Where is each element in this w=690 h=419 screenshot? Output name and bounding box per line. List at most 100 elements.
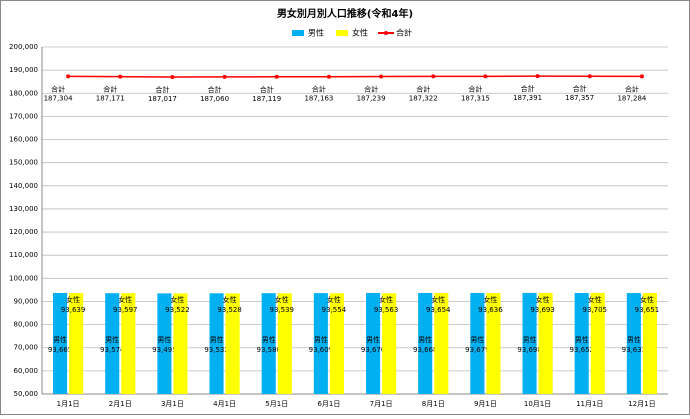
data-label-name: 女性 xyxy=(275,295,289,304)
data-label: 187,304 xyxy=(44,94,73,102)
data-label-name: 合計 xyxy=(573,84,587,93)
data-label: 93,633 xyxy=(622,346,647,354)
line-marker xyxy=(66,74,71,79)
x-tick-label: 11月1日 xyxy=(576,400,603,408)
line-marker xyxy=(274,74,279,79)
data-label-name: 女性 xyxy=(118,295,132,304)
y-tick-label: 150,000 xyxy=(9,159,38,167)
data-label: 93,522 xyxy=(165,306,190,314)
x-tick-label: 4月1日 xyxy=(213,400,236,408)
y-tick-label: 120,000 xyxy=(9,228,38,236)
data-label-name: 合計 xyxy=(103,85,117,94)
bar xyxy=(470,292,485,394)
bar xyxy=(225,293,240,394)
legend-swatch xyxy=(336,30,348,36)
data-label: 93,665 xyxy=(48,346,73,354)
data-label: 93,654 xyxy=(426,306,451,314)
data-label: 93,652 xyxy=(570,346,595,354)
legend-label: 男性 xyxy=(308,28,324,38)
data-label-name: 合計 xyxy=(625,84,639,93)
data-label: 93,528 xyxy=(217,306,242,314)
data-label-name: 女性 xyxy=(170,295,184,304)
bar xyxy=(69,293,84,394)
x-tick-label: 9月1日 xyxy=(474,400,497,408)
chart-title: 男女別月別人口推移(令和4年) xyxy=(277,7,413,20)
data-label: 93,609 xyxy=(309,346,334,354)
bar xyxy=(418,292,433,394)
bar xyxy=(522,292,537,394)
data-label-name: 女性 xyxy=(379,295,393,304)
data-label-name: 男性 xyxy=(105,335,119,344)
legend-swatch xyxy=(292,30,304,36)
bar xyxy=(329,293,345,394)
legend-label: 女性 xyxy=(352,28,368,38)
x-tick-label: 12月1日 xyxy=(628,400,655,408)
line-marker xyxy=(483,74,488,79)
data-label: 187,017 xyxy=(148,95,177,103)
data-label: 93,574 xyxy=(100,346,125,354)
y-tick-label: 200,000 xyxy=(9,43,38,51)
y-tick-label: 140,000 xyxy=(9,182,38,190)
data-label: 187,119 xyxy=(252,95,281,103)
data-label-name: 女性 xyxy=(327,295,341,304)
data-label-name: 女性 xyxy=(66,295,80,304)
bar xyxy=(486,293,501,394)
data-label: 187,357 xyxy=(565,94,594,102)
data-label-name: 女性 xyxy=(536,295,550,304)
data-label-name: 男性 xyxy=(470,335,484,344)
x-tick-label: 3月1日 xyxy=(161,400,184,408)
line-marker xyxy=(535,74,540,79)
y-tick-label: 60,000 xyxy=(14,367,39,375)
bar xyxy=(261,293,276,394)
data-label: 93,554 xyxy=(322,306,347,314)
data-label-name: 男性 xyxy=(366,335,380,344)
data-label: 93,668 xyxy=(413,346,438,354)
data-label-name: 女性 xyxy=(640,295,654,304)
data-label: 93,705 xyxy=(583,306,608,314)
bar xyxy=(590,292,605,394)
data-label-name: 合計 xyxy=(208,85,222,94)
data-label-name: 男性 xyxy=(53,335,67,344)
line-marker xyxy=(431,74,436,79)
bar xyxy=(121,293,136,394)
bar xyxy=(173,293,188,394)
data-label-name: 男性 xyxy=(627,335,641,344)
data-label: 93,698 xyxy=(517,346,542,354)
data-label-name: 女性 xyxy=(588,295,602,304)
data-label-name: 女性 xyxy=(223,295,237,304)
data-label-name: 合計 xyxy=(364,85,378,94)
data-label-name: 男性 xyxy=(523,335,537,344)
data-label: 93,495 xyxy=(152,346,177,354)
data-label-name: 合計 xyxy=(312,85,326,94)
x-tick-label: 2月1日 xyxy=(109,400,132,408)
data-label: 187,391 xyxy=(513,94,542,102)
bar xyxy=(313,293,328,394)
data-label: 93,532 xyxy=(204,346,229,354)
data-label-name: 女性 xyxy=(483,295,497,304)
line xyxy=(68,75,642,78)
legend-marker xyxy=(384,31,388,35)
data-label: 93,580 xyxy=(257,346,282,354)
bar xyxy=(574,293,589,394)
line-marker xyxy=(587,74,592,79)
bar xyxy=(538,292,553,394)
y-tick-label: 180,000 xyxy=(9,89,38,97)
line-marker xyxy=(222,74,227,79)
data-label-name: 男性 xyxy=(314,335,328,344)
data-label-name: 合計 xyxy=(51,84,65,93)
bar xyxy=(642,293,658,394)
line-marker xyxy=(639,74,644,79)
data-label-name: 合計 xyxy=(468,84,482,93)
data-label: 93,651 xyxy=(635,306,660,314)
bar xyxy=(52,292,68,394)
data-label: 93,597 xyxy=(113,306,138,314)
data-label: 187,315 xyxy=(461,94,490,102)
bar xyxy=(105,293,120,394)
data-label: 187,060 xyxy=(200,95,229,103)
x-tick-label: 7月1日 xyxy=(370,400,393,408)
line-marker xyxy=(118,74,123,79)
bar xyxy=(382,293,397,394)
data-label: 93,676 xyxy=(361,346,386,354)
data-label-name: 男性 xyxy=(210,335,224,344)
